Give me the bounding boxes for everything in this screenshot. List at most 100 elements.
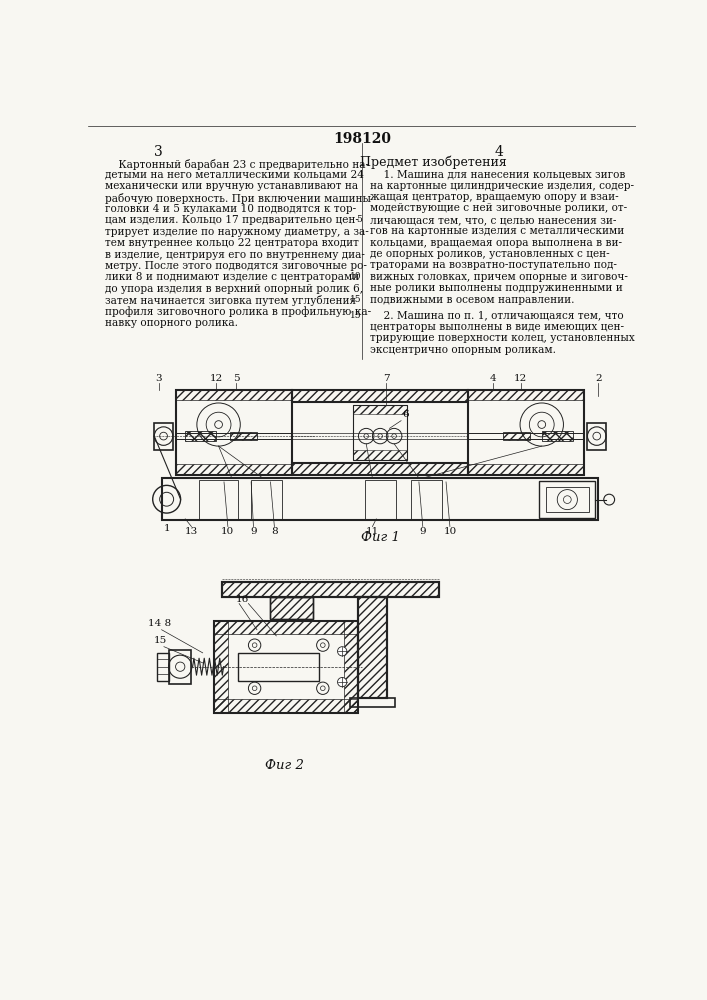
Text: 8: 8 [271, 527, 278, 536]
Text: вижных головках, причем опорные и зиговоч-: вижных головках, причем опорные и зигово… [370, 272, 628, 282]
Text: 11: 11 [366, 527, 379, 536]
Text: 1. Машина для нанесения кольцевых зигов: 1. Машина для нанесения кольцевых зигов [370, 169, 625, 179]
Text: рабочую поверхность. При включении машины: рабочую поверхность. При включении машин… [105, 193, 371, 204]
Text: 15: 15 [351, 311, 362, 320]
Text: 7: 7 [383, 374, 390, 383]
Bar [222, 582, 439, 597]
Text: цам изделия. Кольцо 17 предварительно цен-: цам изделия. Кольцо 17 предварительно це… [105, 215, 359, 225]
Bar [292, 463, 468, 475]
Bar [542, 431, 573, 441]
Bar [214, 699, 358, 713]
Text: лики 8 и поднимают изделие с центраторами: лики 8 и поднимают изделие с центраторам… [105, 272, 360, 282]
Text: 3: 3 [153, 145, 163, 159]
Bar [353, 450, 407, 460]
Text: 5: 5 [233, 374, 240, 383]
Text: 5: 5 [356, 215, 362, 224]
Text: траторами на возвратно-поступательно под-: траторами на возвратно-поступательно под… [370, 260, 617, 270]
Bar [468, 389, 585, 400]
Bar [503, 432, 530, 440]
Bar [539, 481, 595, 518]
Text: 9: 9 [419, 527, 426, 536]
Text: детыми на него металлическими кольцами 24: детыми на него металлическими кольцами 2… [105, 170, 364, 180]
Text: модействующие с ней зиговочные ролики, от-: модействующие с ней зиговочные ролики, о… [370, 203, 627, 213]
Text: 10: 10 [443, 527, 457, 536]
Text: 15: 15 [154, 636, 167, 645]
Text: трирующие поверхности колец, установленных: трирующие поверхности колец, установленн… [370, 333, 634, 343]
Bar [353, 405, 407, 460]
Bar [251, 480, 282, 519]
Bar [358, 597, 387, 698]
Text: 1: 1 [163, 524, 170, 533]
Text: 198120: 198120 [333, 132, 391, 146]
Text: Фиг 1: Фиг 1 [361, 531, 399, 544]
Bar [162, 478, 598, 520]
Text: 10: 10 [351, 272, 362, 281]
Text: Предмет изобретения: Предмет изобретения [360, 155, 507, 169]
Bar [292, 463, 468, 475]
Text: 16: 16 [236, 595, 250, 604]
Bar [214, 620, 228, 713]
Text: жащая центратор, вращаемую опору и взаи-: жащая центратор, вращаемую опору и взаи- [370, 192, 619, 202]
Text: гов на картонные изделия с металлическими: гов на картонные изделия с металлическим… [370, 226, 624, 236]
Bar [176, 389, 292, 475]
Text: 6: 6 [402, 410, 409, 419]
Text: личающася тем, что, с целью нанесения зи-: личающася тем, что, с целью нанесения зи… [370, 215, 616, 225]
Circle shape [337, 677, 347, 687]
Bar [270, 597, 312, 619]
Text: 4: 4 [490, 374, 496, 383]
Text: трирует изделие по наружному диаметру, а за-: трирует изделие по наружному диаметру, а… [105, 227, 369, 237]
Text: де опорных роликов, установленных с цен-: де опорных роликов, установленных с цен- [370, 249, 609, 259]
Bar [185, 431, 216, 441]
Bar [270, 597, 312, 619]
Text: центраторы выполнены в виде имеющих цен-: центраторы выполнены в виде имеющих цен- [370, 322, 624, 332]
Text: 14 8: 14 8 [148, 619, 172, 628]
Text: подвижными в осевом направлении.: подвижными в осевом направлении. [370, 295, 574, 305]
Bar [292, 389, 468, 402]
Bar [214, 620, 358, 634]
Text: ные ролики выполнены подпружиненными и: ные ролики выполнены подпружиненными и [370, 283, 622, 293]
Bar [292, 389, 468, 402]
Text: 12: 12 [209, 374, 223, 383]
Text: метру. После этого подводятся зиговочные ро-: метру. После этого подводятся зиговочные… [105, 261, 368, 271]
Bar [468, 389, 585, 475]
Text: 12: 12 [514, 374, 527, 383]
Text: 3: 3 [156, 374, 162, 383]
Bar [214, 620, 358, 713]
Text: Картонный барабан 23 с предварительно на-: Картонный барабан 23 с предварительно на… [105, 158, 370, 169]
Bar [365, 480, 396, 519]
Text: Фиг 2: Фиг 2 [264, 759, 303, 772]
Text: 13: 13 [185, 527, 198, 536]
Text: 15: 15 [351, 295, 362, 304]
Text: 2. Машина по п. 1, отличающаяся тем, что: 2. Машина по п. 1, отличающаяся тем, что [370, 311, 624, 321]
Bar [358, 597, 387, 698]
Circle shape [337, 647, 347, 656]
Text: тем внутреннее кольцо 22 центратора входит: тем внутреннее кольцо 22 центратора вход… [105, 238, 359, 248]
Text: 9: 9 [250, 527, 257, 536]
Bar [199, 480, 238, 519]
Text: 4: 4 [495, 145, 503, 159]
Text: головки 4 и 5 кулаками 10 подводятся к тор-: головки 4 и 5 кулаками 10 подводятся к т… [105, 204, 356, 214]
Bar [170, 650, 191, 684]
Text: кольцами, вращаемая опора выполнена в ви-: кольцами, вращаемая опора выполнена в ви… [370, 238, 621, 248]
Bar [176, 389, 292, 400]
Bar [546, 487, 589, 512]
Text: эксцентрично опорным роликам.: эксцентрично опорным роликам. [370, 345, 556, 355]
Text: навку опорного ролика.: навку опорного ролика. [105, 318, 238, 328]
Text: до упора изделия в верхний опорный ролик 6,: до упора изделия в верхний опорный ролик… [105, 284, 363, 294]
Bar [344, 620, 358, 713]
Text: 2: 2 [595, 374, 602, 383]
Bar [468, 464, 585, 475]
Bar [176, 464, 292, 475]
Text: на картонные цилиндрические изделия, содер-: на картонные цилиндрические изделия, сод… [370, 181, 633, 191]
Text: 10: 10 [221, 527, 235, 536]
Bar [411, 480, 442, 519]
Bar [238, 653, 319, 681]
Bar [588, 423, 606, 450]
Text: механически или вручную устанавливают на: механически или вручную устанавливают на [105, 181, 358, 191]
Text: затем начинается зиговка путем углубления: затем начинается зиговка путем углублени… [105, 295, 356, 306]
Bar [230, 432, 257, 440]
Bar [222, 582, 439, 597]
Bar [350, 698, 395, 707]
Bar [157, 653, 170, 681]
Text: в изделие, центрируя его по внутреннему диа-: в изделие, центрируя его по внутреннему … [105, 250, 366, 260]
